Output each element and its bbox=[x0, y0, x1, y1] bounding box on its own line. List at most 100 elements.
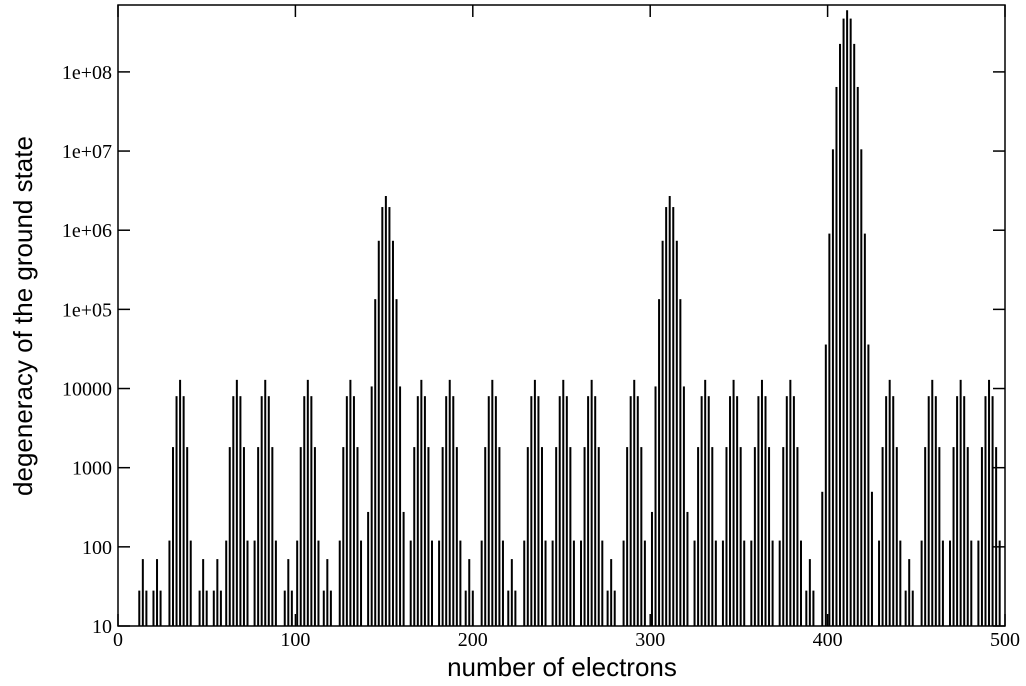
bar bbox=[949, 540, 952, 626]
bar bbox=[156, 559, 159, 626]
bar bbox=[675, 240, 678, 627]
bar bbox=[399, 386, 402, 626]
bar bbox=[338, 540, 341, 626]
bar bbox=[540, 447, 543, 626]
bar bbox=[526, 447, 529, 626]
bar bbox=[941, 540, 944, 626]
bar bbox=[849, 18, 852, 626]
bar bbox=[464, 590, 467, 626]
bar bbox=[491, 379, 494, 626]
bar bbox=[867, 344, 870, 626]
bar bbox=[441, 447, 444, 626]
bar bbox=[863, 233, 866, 627]
bar bbox=[445, 396, 448, 626]
bar bbox=[853, 43, 856, 626]
bar bbox=[290, 590, 293, 626]
bar bbox=[927, 396, 930, 626]
bar bbox=[329, 590, 332, 626]
bar bbox=[796, 447, 799, 626]
y-tick-label: 1e+08 bbox=[62, 62, 112, 84]
bar bbox=[799, 540, 802, 626]
bar bbox=[686, 511, 689, 626]
bar bbox=[395, 299, 398, 626]
bar bbox=[484, 447, 487, 626]
bar bbox=[374, 299, 377, 626]
bar bbox=[704, 379, 707, 626]
bar bbox=[764, 396, 767, 626]
bar bbox=[544, 540, 547, 626]
bar bbox=[514, 590, 517, 626]
bar bbox=[271, 447, 274, 626]
bar bbox=[654, 386, 657, 626]
bar bbox=[842, 18, 845, 626]
bar bbox=[219, 590, 222, 626]
bar bbox=[138, 590, 141, 626]
bar bbox=[423, 396, 426, 626]
bar bbox=[171, 447, 174, 626]
bar bbox=[679, 299, 682, 626]
bar bbox=[590, 379, 593, 626]
plot-frame bbox=[117, 4, 1006, 627]
bar bbox=[812, 590, 815, 626]
y-tick-label: 1e+05 bbox=[62, 299, 112, 321]
bar bbox=[189, 540, 192, 626]
bar bbox=[991, 396, 994, 626]
bar bbox=[721, 540, 724, 626]
y-tick-label: 1e+06 bbox=[62, 220, 112, 242]
bar bbox=[966, 447, 969, 626]
bar bbox=[668, 196, 671, 626]
y-tick-label: 100 bbox=[82, 537, 112, 559]
bar bbox=[824, 344, 827, 626]
bar bbox=[583, 447, 586, 626]
bar bbox=[198, 590, 201, 626]
bar bbox=[510, 559, 513, 626]
bar bbox=[931, 379, 934, 626]
bar bbox=[377, 240, 380, 627]
bar bbox=[613, 590, 616, 626]
bar bbox=[729, 396, 732, 626]
bar bbox=[693, 540, 696, 626]
bar bbox=[356, 447, 359, 626]
bar bbox=[402, 511, 405, 626]
bar bbox=[878, 540, 881, 626]
bar bbox=[760, 379, 763, 626]
bar bbox=[782, 447, 785, 626]
bar bbox=[257, 447, 260, 626]
bar bbox=[736, 396, 739, 626]
bar bbox=[757, 396, 760, 626]
bar bbox=[597, 447, 600, 626]
bar bbox=[299, 447, 302, 626]
bar bbox=[601, 540, 604, 626]
bar bbox=[145, 590, 148, 626]
bar bbox=[700, 396, 703, 626]
bar bbox=[168, 540, 171, 626]
bar bbox=[569, 447, 572, 626]
bar bbox=[360, 540, 363, 626]
bar bbox=[175, 396, 178, 626]
bar bbox=[821, 491, 824, 626]
bar bbox=[743, 540, 746, 626]
bar bbox=[253, 540, 256, 626]
bar bbox=[665, 207, 668, 626]
x-tick-label: 300 bbox=[635, 629, 665, 651]
bar bbox=[956, 396, 959, 626]
bar bbox=[952, 447, 955, 626]
bar bbox=[501, 540, 504, 626]
bar bbox=[640, 447, 643, 626]
bar bbox=[911, 590, 914, 626]
bar bbox=[537, 396, 540, 626]
bar bbox=[594, 396, 597, 626]
bar bbox=[555, 447, 558, 626]
bar bbox=[239, 396, 242, 626]
bar bbox=[141, 559, 144, 626]
bar bbox=[970, 540, 973, 626]
bar bbox=[235, 379, 238, 626]
bar bbox=[658, 299, 661, 626]
bar bbox=[551, 540, 554, 626]
bar bbox=[572, 540, 575, 626]
bar bbox=[885, 396, 888, 626]
bar bbox=[267, 396, 270, 626]
x-tick-label: 100 bbox=[280, 629, 310, 651]
bar bbox=[753, 447, 756, 626]
